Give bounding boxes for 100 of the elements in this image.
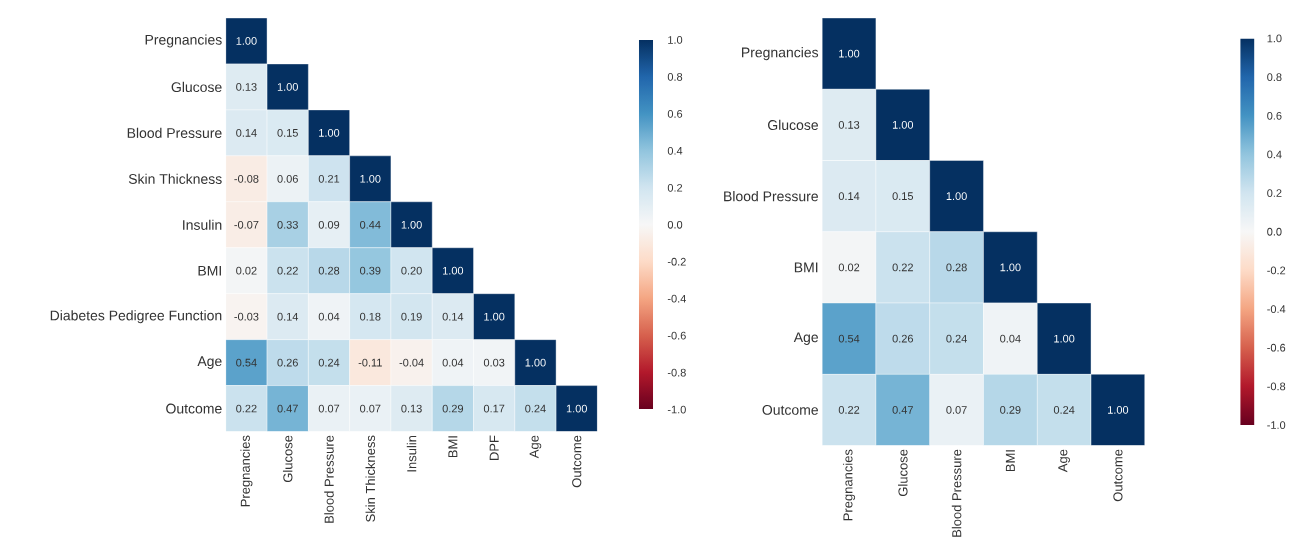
- color-bar-label: -1.0: [1267, 420, 1286, 429]
- data-label: 0.07: [318, 404, 340, 413]
- data-label: -0.03: [234, 312, 259, 321]
- data-label: 1.00: [839, 49, 860, 58]
- data-label: 1.00: [484, 312, 505, 321]
- data-label: 0.09: [318, 220, 340, 229]
- color-bar-label: -0.2: [1267, 266, 1286, 275]
- x-tick-label: Glucose: [898, 449, 908, 496]
- x-tick-label: Glucose: [282, 435, 293, 482]
- y-tick-label: Glucose: [171, 81, 222, 92]
- y-tick-label: Pregnancies: [742, 46, 819, 60]
- x-tick-label: Blood Pressure: [951, 449, 962, 537]
- data-label: 0.03: [483, 358, 505, 367]
- data-label: 0.15: [277, 128, 298, 137]
- data-label: 1.00: [277, 82, 298, 91]
- y-tick-label: Blood Pressure: [724, 190, 818, 202]
- x-tick-label: DPF: [489, 435, 499, 460]
- data-label: 1.00: [401, 220, 422, 229]
- data-label: 1.00: [1000, 263, 1021, 272]
- y-tick-label: Outcome: [166, 403, 222, 414]
- data-label: 0.14: [442, 312, 464, 321]
- data-label: 0.29: [1000, 405, 1021, 414]
- color-bar-label: 0.8: [1267, 73, 1282, 81]
- color-bar-label: 0.0: [1267, 227, 1282, 236]
- data-label: 0.54: [838, 334, 860, 343]
- data-label: 0.14: [277, 312, 299, 321]
- data-label: 0.18: [360, 312, 381, 321]
- data-label: 0.44: [360, 220, 381, 229]
- data-label: 0.26: [277, 358, 298, 367]
- data-label: -0.08: [234, 174, 259, 183]
- x-tick-label: Age: [1058, 449, 1070, 472]
- data-label: -0.07: [234, 220, 259, 229]
- data-label: 1.00: [236, 36, 257, 45]
- color-bar-label: -1.0: [667, 405, 686, 414]
- data-label: 0.28: [318, 266, 340, 275]
- color-bar-label: 0.4: [1267, 150, 1282, 159]
- data-label: 0.26: [892, 334, 914, 343]
- color-bar-label: 1.0: [668, 35, 683, 44]
- data-label: 0.24: [318, 358, 340, 367]
- data-label: 0.04: [1000, 334, 1021, 343]
- data-label: 1.00: [946, 192, 967, 200]
- data-label: 1.00: [1108, 405, 1129, 414]
- x-tick-label: Outcome: [1113, 449, 1123, 501]
- x-tick-label: Blood Pressure: [324, 435, 334, 523]
- data-label: -0.04: [399, 358, 424, 367]
- data-label: 0.28: [946, 263, 967, 272]
- color-bar-label: 0.0: [667, 220, 683, 229]
- data-label: 0.24: [525, 404, 546, 413]
- data-label: 1.00: [525, 358, 546, 367]
- x-tick-label: BMI: [448, 436, 458, 457]
- x-tick-label: Outcome: [572, 435, 582, 487]
- color-bar-label: 0.2: [667, 183, 683, 192]
- color-bar-label: 1.0: [1267, 34, 1282, 43]
- y-tick-label: Diabetes Pedigree Function: [50, 309, 222, 323]
- data-label: 1.00: [360, 174, 381, 183]
- y-tick-label: BMI: [198, 265, 221, 276]
- data-label: 0.47: [892, 405, 913, 414]
- data-label: 0.19: [401, 312, 422, 321]
- data-label: 0.33: [277, 220, 298, 229]
- y-tick-label: Age: [793, 332, 818, 345]
- data-label: 0.29: [442, 404, 464, 413]
- data-label: -0.11: [358, 358, 382, 367]
- color-bar-label: -0.6: [1267, 343, 1286, 352]
- y-tick-label: Blood Pressure: [127, 127, 222, 138]
- x-tick-label: BMI: [1005, 450, 1015, 471]
- data-label: 0.24: [1053, 405, 1075, 414]
- data-label: 0.22: [838, 405, 860, 414]
- data-label: 0.47: [277, 404, 298, 413]
- data-label: 0.02: [838, 263, 860, 272]
- color-bar-label: -0.8: [667, 368, 686, 377]
- y-tick-label: BMI: [794, 262, 818, 272]
- data-label: 1.00: [443, 266, 464, 275]
- color-bar-label: 0.2: [1267, 189, 1282, 197]
- color-bar-label: -0.4: [1267, 304, 1286, 313]
- color-bar-label: -0.6: [667, 331, 686, 340]
- y-tick-label: Insulin: [183, 219, 222, 230]
- data-label: 0.24: [946, 334, 967, 343]
- data-label: 1.00: [892, 120, 914, 129]
- x-tick-label: Age: [529, 435, 542, 458]
- x-tick-label: Skin Thickness: [365, 435, 376, 522]
- color-bar-label: 0.8: [667, 72, 683, 81]
- color-bar-label: 0.6: [667, 109, 683, 118]
- data-label: 1.00: [1054, 334, 1075, 343]
- data-label: 0.20: [401, 266, 422, 275]
- data-label: 1.00: [566, 404, 587, 413]
- data-label: 0.22: [277, 266, 298, 275]
- color-bar-label: 0.4: [667, 146, 683, 155]
- data-label: 0.39: [360, 266, 381, 275]
- data-label: 0.22: [892, 263, 913, 272]
- color-bar-label: -0.4: [667, 294, 686, 303]
- data-label: 0.14: [838, 192, 860, 200]
- y-tick-label: Outcome: [762, 404, 818, 415]
- data-label: 0.13: [401, 404, 422, 413]
- data-label: 0.14: [236, 128, 257, 137]
- y-tick-label: Skin Thickness: [128, 173, 222, 184]
- color-bar-label: -0.8: [1267, 382, 1286, 391]
- data-label: 0.17: [483, 404, 505, 413]
- data-label: 0.13: [838, 120, 860, 129]
- y-tick-label: Pregnancies: [145, 34, 222, 48]
- data-label: 0.13: [236, 82, 257, 91]
